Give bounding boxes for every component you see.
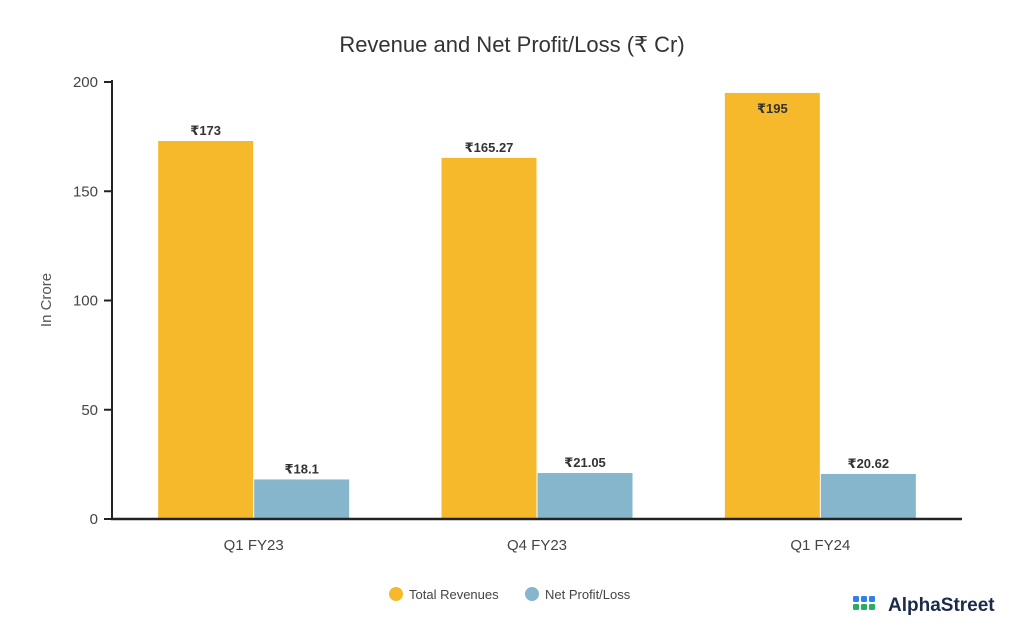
logo-block — [861, 596, 867, 602]
legend-swatch — [389, 587, 403, 601]
y-tick-label: 100 — [73, 293, 98, 310]
x-tick-label: Q4 FY23 — [507, 537, 567, 554]
legend-label: Total Revenues — [409, 587, 499, 602]
legend-label: Net Profit/Loss — [545, 587, 631, 602]
bar-value-label: ₹195 — [757, 101, 788, 116]
y-tick-label: 50 — [81, 402, 98, 419]
x-axis-ticks: Q1 FY23 Q4 FY23 Q1 FY24 — [224, 537, 851, 554]
bar-net-profit-loss — [254, 479, 350, 519]
legend-swatch — [525, 587, 539, 601]
x-tick-label: Q1 FY24 — [790, 537, 850, 554]
bar-total-revenues — [158, 140, 254, 519]
logo-block — [853, 596, 859, 602]
y-tick-label: 0 — [90, 511, 98, 528]
logo-block — [853, 604, 859, 610]
bar-total-revenues — [441, 157, 537, 519]
chart-title: Revenue and Net Profit/Loss (₹ Cr) — [339, 32, 684, 57]
bar-value-label: ₹20.62 — [848, 456, 890, 471]
brand-logo: AlphaStreet — [853, 595, 995, 616]
legend: Total Revenues Net Profit/Loss — [389, 587, 631, 602]
bar-value-label: ₹165.27 — [465, 140, 514, 155]
bar-net-profit-loss — [820, 473, 916, 519]
brand-name: AlphaStreet — [888, 595, 995, 616]
y-axis-label: In Crore — [38, 273, 55, 327]
bar-value-label: ₹21.05 — [564, 455, 606, 470]
bar-value-label: ₹18.1 — [284, 461, 318, 476]
logo-block — [869, 596, 875, 602]
bars-group: ₹173 ₹18.1 ₹165.27 ₹21.05 ₹195 ₹20.62 — [158, 92, 916, 520]
x-tick-label: Q1 FY23 — [224, 537, 284, 554]
alphastreet-logo-icon — [853, 596, 875, 610]
y-tick-label: 150 — [73, 183, 98, 200]
logo-block — [869, 604, 875, 610]
logo-block — [861, 604, 867, 610]
y-tick-label: 200 — [73, 74, 98, 91]
y-axis-ticks: 0 50 100 150 200 — [73, 74, 112, 528]
bar-net-profit-loss — [537, 473, 633, 519]
bar-value-label: ₹173 — [190, 123, 221, 138]
bar-total-revenues — [724, 92, 820, 520]
